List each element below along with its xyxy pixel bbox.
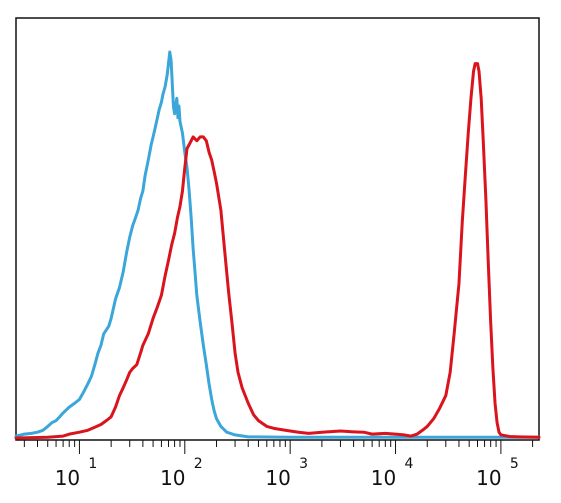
x-tick-exponent-2: 2	[194, 456, 203, 472]
x-tick-label-3: 10	[265, 466, 290, 490]
x-tick-exponent-5: 5	[510, 456, 519, 472]
plot-frame	[15, 17, 540, 441]
x-tick-label-4: 10	[371, 466, 396, 490]
x-tick-label-2: 10	[160, 466, 185, 490]
series-line-1	[14, 50, 541, 439]
series-line-2	[14, 62, 541, 440]
x-axis-ticks	[23, 440, 534, 454]
x-tick-label-5: 10	[476, 466, 501, 490]
x-tick-exponent-3: 3	[299, 456, 308, 472]
x-tick-label-1: 10	[55, 466, 80, 490]
series-layer	[14, 50, 541, 440]
x-tick-exponent-4: 4	[405, 456, 414, 472]
x-tick-exponent-1: 1	[88, 456, 97, 472]
x-axis-tick-labels: 10 1 10 2 10 3 10 4 10 5	[55, 456, 519, 490]
